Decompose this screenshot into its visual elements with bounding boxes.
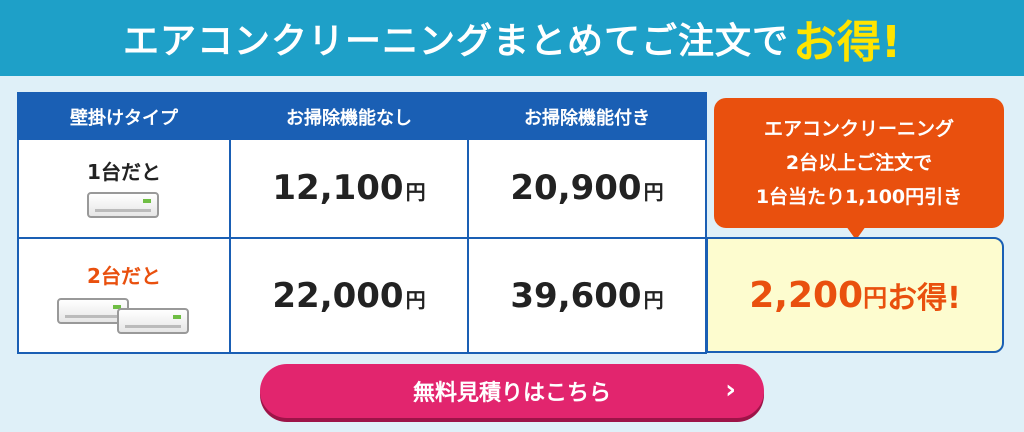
- header-type: 壁掛けタイプ: [70, 108, 178, 129]
- saving-amount: 2,200: [749, 274, 864, 316]
- divider: [467, 94, 469, 352]
- promo-line-2: 2台以上ご注文で: [785, 152, 933, 174]
- discount-bubble: エアコンクリーニング 2台以上ご注文で 1台当たり1,100円引き: [714, 98, 1004, 228]
- cta-label: 無料見積りはこちら: [412, 381, 611, 406]
- saving-unit: 円: [863, 283, 888, 312]
- price-table: 壁掛けタイプ お掃除機能なし お掃除機能付き 1台だと 12,100 円 20,9…: [17, 92, 707, 354]
- divider: [19, 237, 705, 239]
- savings-box: 2,200 円 お得!: [706, 237, 1004, 353]
- free-estimate-button[interactable]: 無料見積りはこちら ›: [260, 364, 764, 418]
- price-one-auto: 20,900 円: [510, 168, 664, 208]
- air-conditioner-icon: [117, 308, 189, 334]
- price-one-plain: 12,100 円: [272, 168, 426, 208]
- price-two-auto: 39,600 円: [510, 276, 664, 316]
- table-header-row: 壁掛けタイプ お掃除機能なし お掃除機能付き: [19, 94, 705, 140]
- banner-title: エアコンクリーニングまとめてご注文で: [122, 21, 789, 62]
- bubble-tail: [846, 226, 866, 240]
- header-banner: エアコンクリーニングまとめてご注文で お得!: [0, 0, 1024, 76]
- banner-accent: お得!: [792, 17, 902, 68]
- header-no-auto-clean: お掃除機能なし: [286, 108, 412, 129]
- promo-line-3: 1台当たり1,100円引き: [755, 186, 963, 208]
- row-label-one-unit: 1台だと: [87, 160, 161, 184]
- header-auto-clean: お掃除機能付き: [524, 108, 650, 129]
- divider: [229, 94, 231, 352]
- price-two-plain: 22,000 円: [272, 276, 426, 316]
- air-conditioner-icon: [87, 192, 159, 218]
- chevron-right-icon: ›: [725, 375, 736, 405]
- promo-line-1: エアコンクリーニング: [763, 118, 954, 140]
- saving-suffix: お得!: [887, 281, 961, 316]
- row-label-two-units: 2台だと: [87, 264, 161, 288]
